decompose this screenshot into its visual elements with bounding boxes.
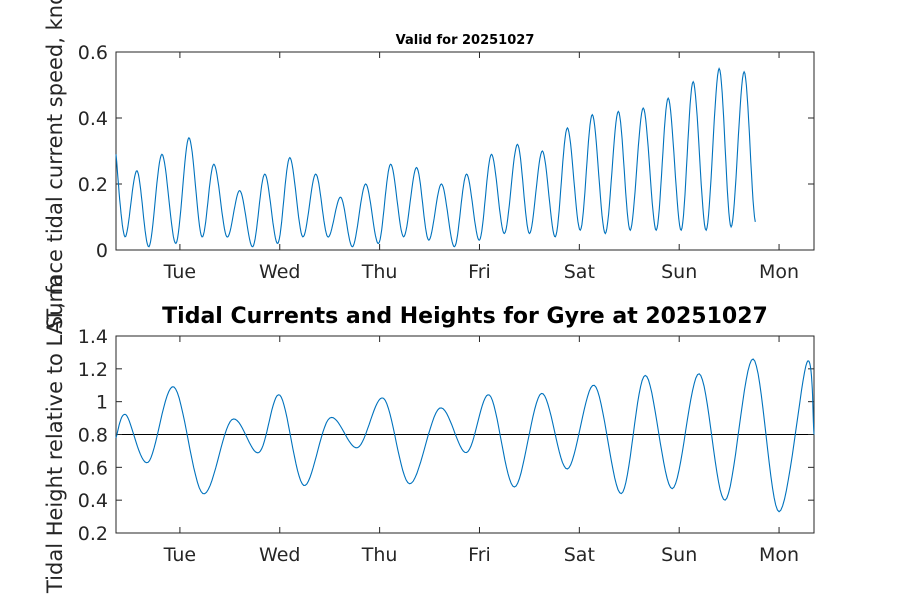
current-speed-panel: Valid for 20251027 0 0.2 0.4 0.6 Tue Wed Thu F… [43, 0, 815, 329]
x-tick-label: Fri [468, 544, 491, 566]
tidal-height-panel: Tidal Currents and Heights for Gyre at 2… [43, 275, 815, 594]
y-tick-label: 0 [96, 240, 108, 262]
y-axis-label-top: Surface tidal current speed, knots [43, 0, 67, 329]
tidal-height-series [115, 358, 815, 513]
y-tick-label: 0.2 [78, 523, 108, 545]
y-tick-label: 0.4 [78, 108, 108, 130]
chart-title-bottom: Tidal Currents and Heights for Gyre at 2… [162, 304, 768, 329]
x-tick-label: Wed [259, 544, 300, 566]
y-tick-label: 1.4 [78, 326, 108, 348]
y-axis-label-bottom: Tidal Height relative to LAT, m [43, 275, 67, 594]
x-tick-label: Sat [564, 544, 595, 566]
x-tick-label: Sat [564, 261, 595, 283]
x-tick-label: Mon [759, 544, 799, 566]
plot-area-top [115, 51, 815, 251]
current-speed-series [115, 67, 756, 248]
x-tick-label: Thu [361, 544, 398, 566]
y-tick-label: 1 [96, 392, 108, 414]
y-tick-label: 0.4 [78, 490, 108, 512]
y-tick-label: 0.8 [78, 425, 108, 447]
x-tick-label: Mon [759, 261, 799, 283]
x-tick-label: Fri [468, 261, 491, 283]
x-tick-label: Sun [661, 261, 697, 283]
y-tick-label: 0.6 [78, 42, 108, 64]
x-tick-label: Thu [361, 261, 398, 283]
y-tick-label: 0.6 [78, 457, 108, 479]
x-tick-label: Tue [163, 261, 196, 283]
x-tick-label: Tue [163, 544, 196, 566]
chart-title-top: Valid for 20251027 [396, 33, 535, 48]
y-tick-label: 0.2 [78, 174, 108, 196]
y-tick-label: 1.2 [78, 359, 108, 381]
x-tick-label: Sun [661, 544, 697, 566]
x-tick-label: Wed [259, 261, 300, 283]
